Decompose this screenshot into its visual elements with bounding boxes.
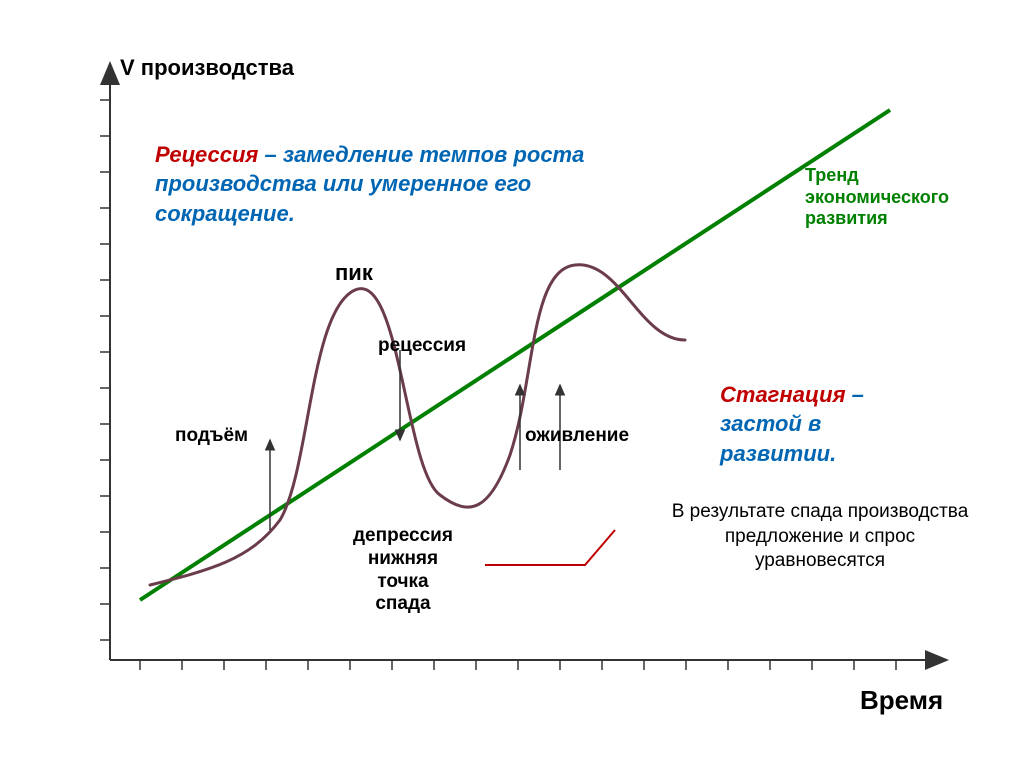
trend-label: Тренд экономического развития — [805, 165, 949, 230]
stagnation-term: Стагнация — [720, 382, 846, 407]
phase-peak: пик — [335, 260, 373, 286]
stagnation-definition: Стагнация – застой в развитии. — [720, 350, 980, 469]
recession-dash: – — [258, 142, 282, 167]
stagnation-dash: – — [846, 382, 864, 407]
phase-recession: рецессия — [378, 335, 466, 357]
y-axis-label: V производства — [120, 55, 294, 81]
result-text: В результате спада производства предложе… — [650, 500, 990, 574]
phase-depression: депрессия нижняя точка спада — [353, 525, 453, 616]
recession-term: Рецессия — [155, 142, 258, 167]
phase-upturn: подъём — [175, 425, 248, 447]
phase-revival: оживление — [525, 425, 629, 447]
x-axis-label: Время — [860, 685, 943, 716]
stagnation-text: застой в развитии. — [720, 411, 836, 466]
chart-container: V производства Время Рецессия – замедлен… — [0, 0, 1024, 767]
recession-definition: Рецессия – замедление темпов роста произ… — [155, 110, 675, 229]
